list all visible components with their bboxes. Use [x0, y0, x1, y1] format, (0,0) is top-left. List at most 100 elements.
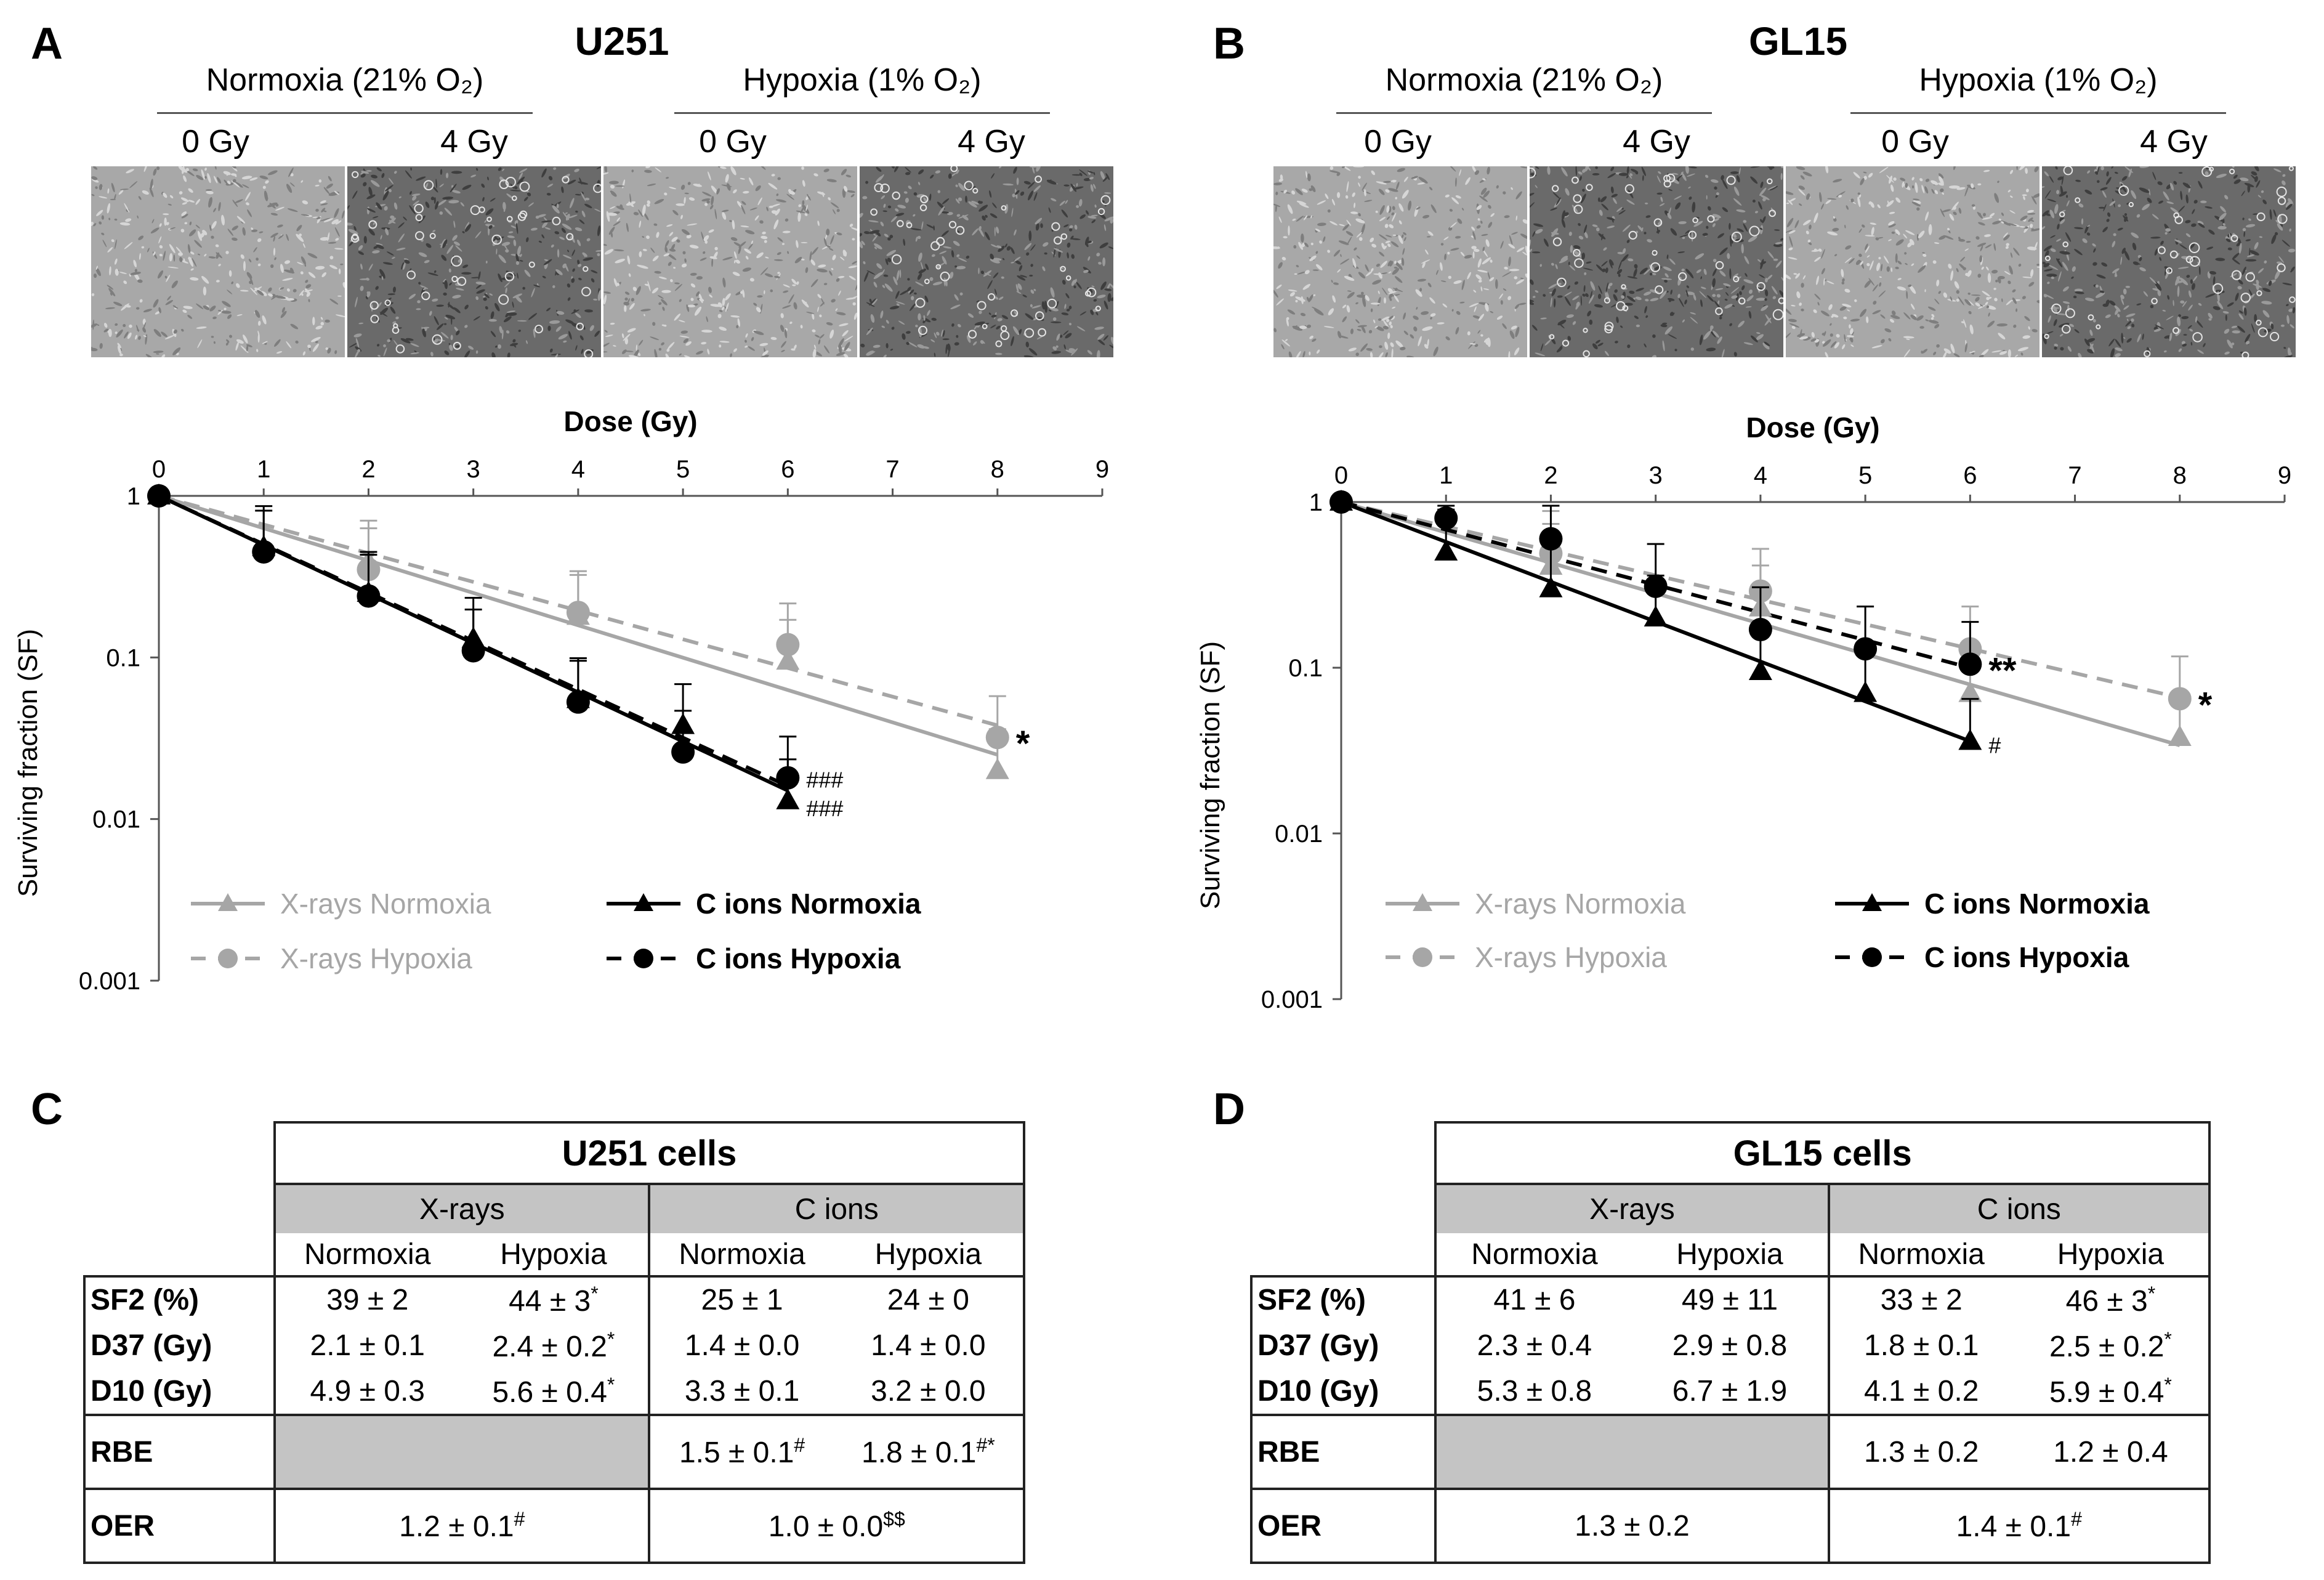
x-tick-label: 9 [1095, 456, 1109, 483]
legend-marker [1413, 947, 1432, 967]
value-cell: 2.9 ± 0.8 [1632, 1323, 1830, 1369]
row-label: RBE [83, 1414, 276, 1490]
cions-header: C ions [649, 1184, 1025, 1233]
y-tick-label: 0.01 [1275, 820, 1323, 848]
cell-value: 4.1 ± 0.2 [1863, 1375, 1979, 1408]
value-cell: 49 ± 11 [1632, 1275, 1830, 1323]
data-point [1644, 606, 1668, 627]
cell-value: 33 ± 2 [1880, 1284, 1963, 1316]
sub-header: Normoxia [1434, 1233, 1632, 1276]
row-label: SF2 (%) [83, 1275, 276, 1323]
dose-label: 4 Gy [958, 124, 1025, 160]
fit-line [158, 494, 998, 757]
value-cell: 1.2 ± 0.1# [273, 1488, 651, 1564]
data-point [1748, 658, 1772, 680]
significance-annotation: ** [1988, 650, 2017, 691]
cell-value: 41 ± 6 [1493, 1284, 1576, 1316]
cell-value: 2.9 ± 0.8 [1672, 1329, 1788, 1362]
data-point [1958, 729, 1982, 750]
data-point [671, 740, 695, 764]
cell-value: 1.8 ± 0.1 [1863, 1329, 1979, 1362]
cell-value: OER [91, 1509, 155, 1542]
significance-mark: # [2071, 1508, 2082, 1530]
normoxia-label-b: Normoxia (21% O₂) [1385, 62, 1663, 98]
value-cell: 1.3 ± 0.2 [1828, 1414, 2013, 1490]
y-tick-label: 0.1 [1288, 655, 1323, 682]
x-tick-label: 2 [1544, 462, 1557, 489]
data-point [1539, 527, 1563, 551]
y-axis-label: Surviving fraction (SF) [13, 629, 43, 897]
cell-value: 1.4 ± 0.0 [871, 1329, 986, 1362]
cell-value: 49 ± 11 [1681, 1284, 1778, 1316]
row-label: D37 (Gy) [83, 1323, 276, 1369]
table-row: D37 (Gy) 2.3 ± 0.4 2.9 ± 0.8 1.8 ± 0.1 2.5 ±… [1249, 1323, 2211, 1369]
legend-label: X-rays Hypoxia [280, 942, 472, 974]
legend-marker [218, 949, 238, 968]
sub-header: Normoxia [1858, 1238, 1985, 1271]
micrograph-gl15-normoxia-0gy [1273, 166, 1527, 357]
cell-value: 24 ± 0 [887, 1284, 969, 1316]
data-point [2168, 687, 2192, 711]
table-row: D37 (Gy) 2.1 ± 0.1 2.4 ± 0.2* 1.4 ± 0.0 1.4 … [83, 1323, 1026, 1369]
significance-mark: * [607, 1327, 615, 1350]
y-tick-label: 0.001 [1261, 986, 1323, 1013]
panel-letter-a: A [31, 19, 63, 68]
cell-value: 1.4 ± 0.0 [684, 1329, 800, 1362]
cell-value: 1.0 ± 0.0 [768, 1510, 884, 1543]
normoxia-rule-a [157, 112, 533, 114]
x-tick-label: 6 [1963, 462, 1977, 489]
cell-value: RBE [1257, 1435, 1320, 1469]
significance-annotation: ### [806, 796, 843, 821]
value-cell: 44 ± 3* [459, 1275, 651, 1323]
dose-label: 4 Gy [2140, 124, 2208, 160]
micrograph-gl15-hypoxia-4gy [2042, 166, 2296, 357]
cell-value: D10 (Gy) [91, 1375, 212, 1408]
row-label: D10 (Gy) [83, 1369, 276, 1415]
cell-value: 3.3 ± 0.1 [684, 1375, 800, 1408]
value-cell: 39 ± 2 [275, 1275, 459, 1323]
cell-value: SF2 (%) [91, 1284, 200, 1316]
x-tick-label: 8 [991, 456, 1004, 483]
value-cell: 3.2 ± 0.0 [833, 1369, 1026, 1415]
table-row-rbe: RBE 1.5 ± 0.1# 1.8 ± 0.1#* [83, 1414, 1026, 1490]
legend-label: C ions Normoxia [1924, 888, 2150, 920]
data-point [1434, 506, 1458, 530]
fit-line [158, 494, 998, 727]
legend-marker [1862, 947, 1882, 967]
value-cell: 1.2 ± 0.4 [2012, 1414, 2211, 1490]
dose-label: 0 Gy [699, 124, 767, 160]
significance-mark: * [591, 1282, 599, 1305]
cell-value: 5.6 ± 0.4 [492, 1375, 607, 1409]
value-cell: 6.7 ± 1.9 [1632, 1369, 1830, 1415]
dose-label: 4 Gy [440, 124, 508, 160]
x-tick-label: 1 [257, 456, 270, 483]
data-point [252, 540, 276, 564]
x-tick-label: 7 [886, 456, 899, 483]
survival-chart-u251: Dose (Gy)0 1 2 3 4 5 6 7 8 910.10.010.001Survivin… [13, 405, 1109, 995]
x-axis-label: Dose (Gy) [1746, 411, 1879, 444]
table-row: SF2 (%) 41 ± 6 49 ± 11 33 ± 2 46 ± 3* [1249, 1275, 2211, 1323]
cell-value: D37 (Gy) [91, 1329, 212, 1362]
legend-label: X-rays Normoxia [280, 888, 491, 920]
cell-value: 1.3 ± 0.2 [1863, 1435, 1979, 1469]
hypoxia-rule-a [674, 112, 1050, 114]
legend-label: X-rays Normoxia [1475, 888, 1686, 920]
value-cell: 4.9 ± 0.3 [275, 1369, 459, 1415]
value-cell: 1.4 ± 0.0 [649, 1323, 833, 1369]
data-point [357, 584, 381, 608]
panel-letter-b: B [1213, 19, 1245, 68]
value-cell: 5.6 ± 0.4* [459, 1369, 651, 1415]
data-point [776, 788, 800, 809]
significance-mark: * [607, 1373, 615, 1396]
x-tick-label: 3 [1649, 462, 1663, 489]
table-row: D10 (Gy) 5.3 ± 0.8 6.7 ± 1.9 4.1 ± 0.2 5.9 ±… [1249, 1369, 2211, 1415]
dose-label: 0 Gy [1881, 124, 1949, 160]
data-point [1329, 490, 1353, 514]
data-point [776, 649, 800, 670]
cell-value: 39 ± 2 [326, 1284, 409, 1316]
significance-annotation: * [1016, 724, 1030, 764]
sub-header: Hypoxia [1632, 1233, 1830, 1276]
y-tick-label: 1 [1309, 489, 1323, 516]
cell-title-gl15: GL15 [1748, 19, 1848, 63]
value-cell: 41 ± 6 [1435, 1275, 1632, 1323]
